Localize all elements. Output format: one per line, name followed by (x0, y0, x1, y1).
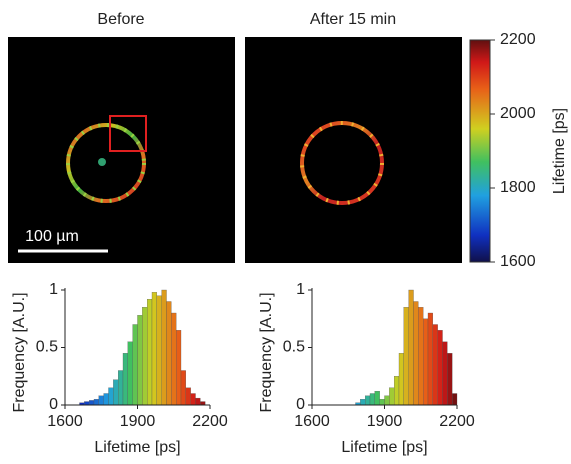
image-title: Before (97, 11, 144, 28)
histogram-bar (98, 395, 104, 406)
histogram-bar (93, 399, 99, 406)
histogram-bar (142, 307, 148, 406)
histogram-bar (432, 324, 438, 406)
histogram-bar (379, 399, 385, 406)
colorbar (469, 39, 491, 263)
histogram-bar (389, 387, 395, 406)
histogram-bar (447, 353, 453, 406)
histogram-bar (190, 393, 196, 406)
x-axis-label: Lifetime [ps] (94, 439, 180, 456)
scale-bar-label: 100 µm (25, 228, 79, 245)
colorbar-tick-label: 1600 (500, 253, 536, 270)
histogram-bar (147, 299, 153, 406)
histogram-bar (398, 353, 404, 406)
histogram-bar (137, 315, 143, 406)
colorbar-tick-label: 1800 (500, 179, 536, 196)
y-tick-label: 1 (296, 281, 305, 298)
histogram-bar (365, 395, 371, 406)
histogram-bar (132, 324, 138, 406)
y-tick-label: 0 (49, 396, 58, 413)
y-tick-label: 0 (296, 396, 305, 413)
histogram-bar (166, 301, 172, 406)
histogram-bar (171, 312, 177, 406)
colorbar-tick-label: 2000 (500, 105, 536, 122)
x-tick-label: 1900 (367, 413, 403, 430)
histogram-bar (180, 370, 186, 406)
cell-dot (98, 158, 106, 166)
histogram-bar (413, 301, 419, 406)
histogram-bar (195, 397, 201, 406)
histogram-bar (452, 393, 458, 406)
histogram-bar (442, 341, 448, 406)
cell-ring-texture (66, 123, 146, 203)
histogram-bar (122, 353, 128, 406)
y-tick-label: 1 (49, 281, 58, 298)
histogram-bar (113, 379, 119, 406)
x-tick-label: 2200 (439, 413, 475, 430)
histogram-bar (185, 387, 191, 406)
roi-box (109, 115, 147, 152)
histogram-bar (423, 318, 429, 406)
histogram-bar (408, 289, 414, 406)
histogram-bar (151, 292, 157, 406)
histogram-bar (427, 312, 433, 406)
histogram-bar (156, 295, 162, 406)
x-tick-label: 1600 (47, 413, 83, 430)
histogram-bar (103, 393, 109, 406)
histogram-bar (108, 387, 114, 406)
colorbar-label: Lifetime [ps] (551, 108, 568, 194)
histogram-bar (384, 395, 390, 406)
histogram-bar (360, 399, 366, 406)
image-title: After 15 min (310, 11, 396, 28)
histogram-bar (127, 341, 133, 406)
histogram-bar (118, 370, 124, 406)
histogram-bar (403, 307, 409, 406)
histogram-bar (89, 400, 95, 406)
x-axis-label: Lifetime [ps] (341, 439, 427, 456)
x-tick-label: 1600 (294, 413, 330, 430)
y-tick-label: 0.5 (36, 339, 58, 356)
histogram-bar (394, 376, 400, 406)
histogram-bar (176, 330, 182, 406)
histogram-bar (374, 391, 380, 406)
histogram-bar (200, 401, 206, 406)
y-tick-label: 0.5 (283, 339, 305, 356)
image-after (245, 37, 462, 263)
histogram-bar (84, 401, 90, 406)
y-axis-label: Frequency [A.U.] (11, 292, 28, 412)
histogram-bar (437, 330, 443, 406)
y-axis-label: Frequency [A.U.] (258, 292, 275, 412)
histogram-bar (161, 289, 167, 406)
histogram-bar (369, 393, 375, 406)
x-tick-label: 1900 (120, 413, 156, 430)
histogram-bar (418, 307, 424, 406)
x-tick-label: 2200 (192, 413, 228, 430)
colorbar-tick-label: 2200 (500, 31, 536, 48)
cell-ring-texture (300, 121, 384, 205)
